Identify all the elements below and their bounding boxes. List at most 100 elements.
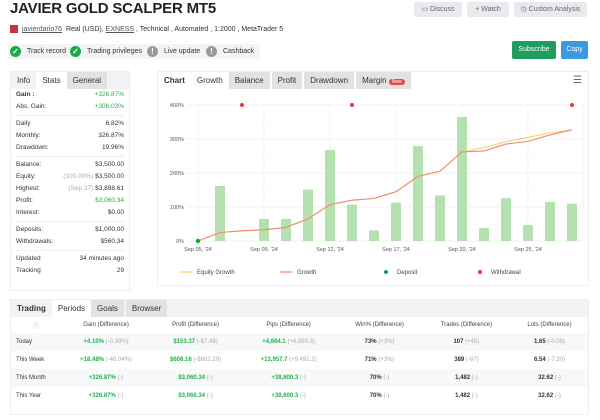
stat-value: +326.87% <box>95 89 124 101</box>
tab-margin[interactable]: Margin New <box>356 72 411 89</box>
stat-value: (100.00%) $3,500.00 <box>63 171 124 183</box>
column-header: Trades (Difference) <box>440 322 493 328</box>
stat-value: 34 minutes ago <box>80 253 124 265</box>
cell-diff: (-) <box>299 393 306 399</box>
watch-button[interactable]: + Watch <box>467 2 509 17</box>
growth-bar <box>567 203 577 241</box>
page-title: JAVIER GOLD SCALPER MT5 <box>10 0 216 17</box>
stat-row-deposits: Deposits: $1,000.00 <box>11 224 129 236</box>
cell-value: $3,060.34 <box>178 393 206 399</box>
stat-note: (Sep 27) <box>68 185 94 192</box>
row-label: Today <box>11 333 61 351</box>
tab-profit[interactable]: Profit <box>271 72 303 89</box>
cell: 32.62 (-) <box>511 369 588 387</box>
tab-goals[interactable]: Goals <box>91 300 124 317</box>
cell-diff: (-$682.29) <box>193 357 222 363</box>
user-link[interactable]: javierdario76 <box>22 25 63 33</box>
stat-label: Equity: <box>16 173 36 180</box>
cell: 32.62 (-) <box>511 387 588 405</box>
cell-value: 107 <box>453 339 464 345</box>
x-tick-label: Sep 09, '24 <box>250 247 278 253</box>
tab-browser[interactable]: Browser <box>125 300 168 317</box>
cell: +4.10% (-0.39%) <box>61 333 152 351</box>
chart-panel: Chart Growth Balance Profit Drawdown Mar… <box>157 71 589 286</box>
stat-value: $0.00 <box>108 207 124 219</box>
table-row: This Month +326.87% (-) $3,060.34 (-) +38,6… <box>11 369 588 387</box>
growth-bar <box>391 202 401 241</box>
stat-value-text: +306.03% <box>94 103 124 110</box>
cell-diff: (+9,491.2) <box>289 357 317 363</box>
cell: 1,482 (-) <box>421 369 512 387</box>
tab-general[interactable]: General <box>66 72 108 89</box>
stat-row-daily: Daily 6.82% <box>11 118 129 130</box>
custom-analysis-label: Custom Analysis <box>528 6 581 13</box>
stat-value-text: $3,898.61 <box>95 185 124 192</box>
cell-diff: (-$7.48) <box>196 339 218 345</box>
copy-button[interactable]: Copy <box>561 41 588 59</box>
y-tick-label: 100% <box>170 205 184 211</box>
discuss-label: Discuss <box>430 6 455 13</box>
chart-settings-icon[interactable]: ☰ <box>573 75 582 86</box>
tab-drawdown[interactable]: Drawdown <box>304 72 355 89</box>
cell: 107 (+45) <box>421 333 512 351</box>
tab-balance[interactable]: Balance <box>228 72 270 89</box>
growth-bar <box>281 218 291 241</box>
column-header: Profit (Difference) <box>172 322 219 328</box>
growth-bar <box>545 201 555 241</box>
stat-label: Highest: <box>16 185 40 192</box>
stat-row-balance: Balance: $3,500.00 <box>11 159 129 171</box>
cell-value: +4.10% <box>83 339 104 345</box>
cell-diff: (-) <box>471 393 478 399</box>
growth-bar <box>325 149 335 241</box>
cell-value: 1.65 <box>534 339 546 345</box>
stat-row-withdrawals: Withdrawals: $560.34 <box>11 236 129 248</box>
broker-link[interactable]: EXNESS <box>105 25 135 33</box>
x-tick-label: Sep 05, '24 <box>184 247 212 253</box>
subscribe-button[interactable]: Subscribe <box>512 41 556 59</box>
stat-value: +306.03% <box>95 101 124 113</box>
x-tick-label: Sep 17, '24 <box>382 247 410 253</box>
stat-value: 6.82% <box>106 118 124 130</box>
cell: 389 (-87) <box>422 351 511 369</box>
growth-bar <box>413 146 423 241</box>
cell: +13,957.7 (+9,491.2) <box>240 351 337 369</box>
badge-trading-privileges: ✓ Trading privileges <box>68 44 148 59</box>
stat-row-highest: Highest: (Sep 27) $3,898.61 <box>11 183 129 195</box>
withdrawal-marker <box>570 103 574 107</box>
meta-suffix: , Technical , Automated , 1:2000 , MetaT… <box>134 25 284 33</box>
legend-label: Deposit <box>397 270 418 276</box>
tab-trading[interactable]: Trading <box>17 304 46 313</box>
legend-swatch <box>478 270 482 274</box>
custom-analysis-button[interactable]: ◷ Custom Analysis <box>514 2 587 17</box>
periods-table: ⓘ Gain (Difference) Profit (Difference) Pip… <box>11 317 588 405</box>
tab-info[interactable]: Info <box>17 76 31 85</box>
growth-bar <box>369 230 379 241</box>
series-line-equity-growth <box>197 129 573 242</box>
growth-bar <box>435 195 445 241</box>
growth-bar <box>479 228 489 241</box>
cell-value: +326.87% <box>88 375 116 381</box>
stat-row-updated: Updated 34 minutes ago <box>11 253 129 265</box>
stat-value-text: 19.96% <box>101 144 124 151</box>
stat-note: (100.00%) <box>63 173 94 180</box>
divider <box>15 221 125 222</box>
badge-label: Live update <box>164 48 201 55</box>
tab-stats[interactable]: Stats <box>36 72 67 89</box>
cell: +4,664.1 (+6,880.3) <box>239 333 338 351</box>
row-label: This Year <box>16 393 42 399</box>
periods-panel: Trading Periods Goals Browser ⓘ Gain (Dif… <box>10 299 589 415</box>
stat-value-text: $560.34 <box>100 238 125 245</box>
cell: $608.16 (-$682.29) <box>151 351 240 369</box>
cell: 70% (-) <box>337 369 422 387</box>
tab-growth[interactable]: Growth <box>190 72 229 89</box>
cell-value: 1,482 <box>455 375 471 381</box>
stat-label: Updated <box>16 255 41 262</box>
stat-row-equity: Equity: (100.00%) $3,500.00 <box>11 171 129 183</box>
discuss-button[interactable]: ▭ Discuss <box>414 2 462 17</box>
stat-label: Abs. Gain: <box>16 103 47 110</box>
cell: +326.87% (-) <box>61 387 151 405</box>
cell-diff: (-) <box>554 393 561 399</box>
stat-row-interest: Interest: $0.00 <box>11 207 129 219</box>
tab-periods[interactable]: Periods <box>51 300 92 317</box>
y-tick-label: 0% <box>176 239 184 245</box>
